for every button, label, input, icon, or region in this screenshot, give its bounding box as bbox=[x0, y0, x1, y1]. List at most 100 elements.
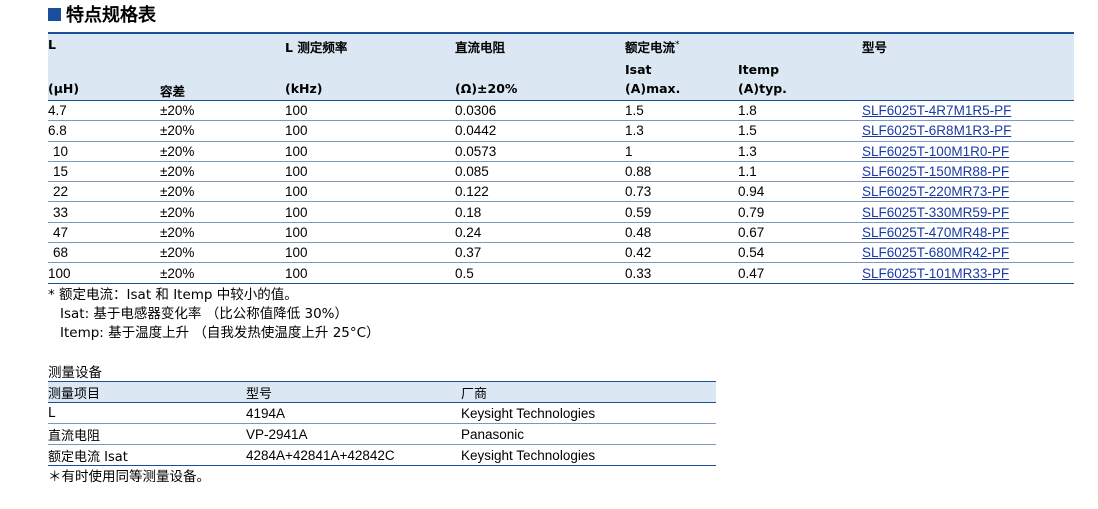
cell-isat: 0.33 bbox=[625, 262, 738, 284]
cell-l: 22 bbox=[48, 181, 160, 203]
cell-part-no: SLF6025T-150MR88-PF bbox=[862, 161, 1075, 183]
section-title: 特点规格表 bbox=[48, 2, 156, 26]
equip-cell-model: 4284A+42841A+42842C bbox=[246, 444, 461, 466]
part-number-link[interactable]: SLF6025T-150MR88-PF bbox=[862, 164, 1010, 180]
col-itemp-unit: (A)typ. bbox=[738, 81, 863, 101]
cell-part-no: SLF6025T-100M1R0-PF bbox=[862, 141, 1075, 162]
part-number-link[interactable]: SLF6025T-6R8M1R3-PF bbox=[862, 123, 1012, 139]
cell-tolerance: ±20% bbox=[160, 141, 285, 162]
equip-cell-item: 直流电阻 bbox=[48, 423, 246, 445]
cell-freq: 100 bbox=[285, 262, 455, 284]
cell-l: 100 bbox=[48, 262, 160, 284]
col-freq: L 测定频率 bbox=[285, 32, 455, 62]
cell-dcr: 0.085 bbox=[455, 161, 625, 183]
equipment-title: 测量设备 bbox=[48, 365, 102, 381]
col-isat: Isat bbox=[625, 62, 738, 81]
spec-notes: * 额定电流：Isat 和 Itemp 中较小的值。 Isat: 基于电感器变化… bbox=[48, 286, 380, 343]
equip-cell-maker: Panasonic bbox=[461, 423, 716, 445]
cell-freq: 100 bbox=[285, 141, 455, 162]
cell-itemp: 0.67 bbox=[738, 222, 863, 244]
cell-freq: 100 bbox=[285, 201, 455, 223]
section-title-text: 特点规格表 bbox=[66, 5, 156, 26]
cell-part-no: SLF6025T-4R7M1R5-PF bbox=[862, 100, 1075, 122]
table-row: L 4194A Keysight Technologies bbox=[48, 402, 716, 424]
equip-col-model: 型号 bbox=[246, 381, 461, 403]
col-rated-current: 额定电流* bbox=[625, 32, 863, 62]
cell-isat: 0.59 bbox=[625, 201, 738, 223]
cell-isat: 0.42 bbox=[625, 242, 738, 264]
cell-dcr: 0.0573 bbox=[455, 141, 625, 162]
note-isat: Isat: 基于电感器变化率 （比公称值降低 30%） bbox=[60, 306, 349, 322]
table-row: 100 ±20% 100 0.5 0.33 0.47 SLF6025T-101MR33-PF bbox=[48, 262, 1075, 284]
cell-tolerance: ±20% bbox=[160, 201, 285, 223]
cell-l: 4.7 bbox=[48, 100, 160, 122]
part-number-link[interactable]: SLF6025T-330MR59-PF bbox=[862, 204, 1010, 220]
col-freq-unit: (kHz) bbox=[285, 81, 455, 101]
cell-itemp: 1.3 bbox=[738, 141, 863, 162]
cell-dcr: 0.18 bbox=[455, 201, 625, 223]
cell-freq: 100 bbox=[285, 242, 455, 264]
cell-dcr: 0.122 bbox=[455, 181, 625, 203]
title-square-icon bbox=[48, 7, 61, 21]
part-number-link[interactable]: SLF6025T-220MR73-PF bbox=[862, 184, 1010, 200]
cell-freq: 100 bbox=[285, 120, 455, 142]
cell-dcr: 0.5 bbox=[455, 262, 625, 284]
cell-itemp: 0.47 bbox=[738, 262, 863, 284]
part-number-link[interactable]: SLF6025T-680MR42-PF bbox=[862, 245, 1010, 261]
col-itemp: Itemp bbox=[738, 62, 863, 81]
col-l-unit: (μH) bbox=[48, 81, 160, 101]
equip-cell-maker: Keysight Technologies bbox=[461, 402, 716, 424]
cell-isat: 0.48 bbox=[625, 222, 738, 244]
part-number-link[interactable]: SLF6025T-4R7M1R5-PF bbox=[862, 103, 1012, 119]
cell-l: 47 bbox=[48, 222, 160, 244]
cell-tolerance: ±20% bbox=[160, 181, 285, 203]
cell-itemp: 1.8 bbox=[738, 100, 863, 122]
col-tolerance: 容差 bbox=[160, 81, 285, 101]
cell-l: 68 bbox=[48, 242, 160, 264]
cell-itemp: 1.5 bbox=[738, 120, 863, 142]
cell-dcr: 0.0442 bbox=[455, 120, 625, 142]
cell-dcr: 0.24 bbox=[455, 222, 625, 244]
cell-isat: 1 bbox=[625, 141, 738, 162]
equip-cell-model: 4194A bbox=[246, 402, 461, 424]
part-number-link[interactable]: SLF6025T-101MR33-PF bbox=[862, 265, 1010, 281]
col-l-top: L bbox=[48, 32, 160, 62]
table-row: 直流电阻 VP-2941A Panasonic bbox=[48, 423, 716, 445]
table-row: 33 ±20% 100 0.18 0.59 0.79 SLF6025T-330MR59-PF bbox=[48, 201, 1075, 223]
cell-tolerance: ±20% bbox=[160, 120, 285, 142]
equipment-footnote: ＊有时使用同等测量设备。 bbox=[48, 469, 210, 485]
cell-l: 33 bbox=[48, 201, 160, 223]
cell-l: 6.8 bbox=[48, 120, 160, 142]
part-number-link[interactable]: SLF6025T-100M1R0-PF bbox=[862, 143, 1010, 159]
equip-cell-maker: Keysight Technologies bbox=[461, 444, 716, 466]
equip-col-maker: 厂商 bbox=[461, 381, 716, 403]
table-row: 68 ±20% 100 0.37 0.42 0.54 SLF6025T-680MR42-PF bbox=[48, 242, 1075, 264]
col-isat-unit: (A)max. bbox=[625, 81, 738, 101]
cell-l: 15 bbox=[48, 161, 160, 183]
cell-dcr: 0.37 bbox=[455, 242, 625, 264]
cell-tolerance: ±20% bbox=[160, 161, 285, 183]
table-row: 15 ±20% 100 0.085 0.88 1.1 SLF6025T-150MR88-PF bbox=[48, 161, 1075, 183]
equipment-table: 测量项目 型号 厂商 L 4194A Keysight Technologies 直流… bbox=[48, 381, 716, 466]
col-dcr-unit: (Ω)±20% bbox=[455, 81, 625, 101]
part-number-link[interactable]: SLF6025T-470MR48-PF bbox=[862, 224, 1010, 240]
cell-itemp: 0.79 bbox=[738, 201, 863, 223]
table-row: 10 ±20% 100 0.0573 1 1.3 SLF6025T-100M1R0-PF bbox=[48, 141, 1075, 162]
cell-l: 10 bbox=[48, 141, 160, 162]
cell-freq: 100 bbox=[285, 222, 455, 244]
cell-part-no: SLF6025T-680MR42-PF bbox=[862, 242, 1075, 264]
table-row: 额定电流 Isat 4284A+42841A+42842C Keysight Tec… bbox=[48, 444, 716, 466]
equip-col-item: 测量项目 bbox=[48, 381, 246, 403]
cell-freq: 100 bbox=[285, 181, 455, 203]
cell-itemp: 0.54 bbox=[738, 242, 863, 264]
cell-isat: 1.3 bbox=[625, 120, 738, 142]
cell-part-no: SLF6025T-220MR73-PF bbox=[862, 181, 1075, 203]
equip-cell-item: 额定电流 Isat bbox=[48, 444, 246, 466]
table-row: 47 ±20% 100 0.24 0.48 0.67 SLF6025T-470MR48-PF bbox=[48, 222, 1075, 244]
spec-table: L L 测定频率 直流电阻 额定电流* 型号 Isat Itemp (μH) 容… bbox=[48, 32, 1075, 284]
cell-tolerance: ±20% bbox=[160, 242, 285, 264]
cell-part-no: SLF6025T-6R8M1R3-PF bbox=[862, 120, 1075, 142]
cell-isat: 1.5 bbox=[625, 100, 738, 122]
table-row: 6.8 ±20% 100 0.0442 1.3 1.5 SLF6025T-6R8M1R3-P… bbox=[48, 120, 1075, 142]
